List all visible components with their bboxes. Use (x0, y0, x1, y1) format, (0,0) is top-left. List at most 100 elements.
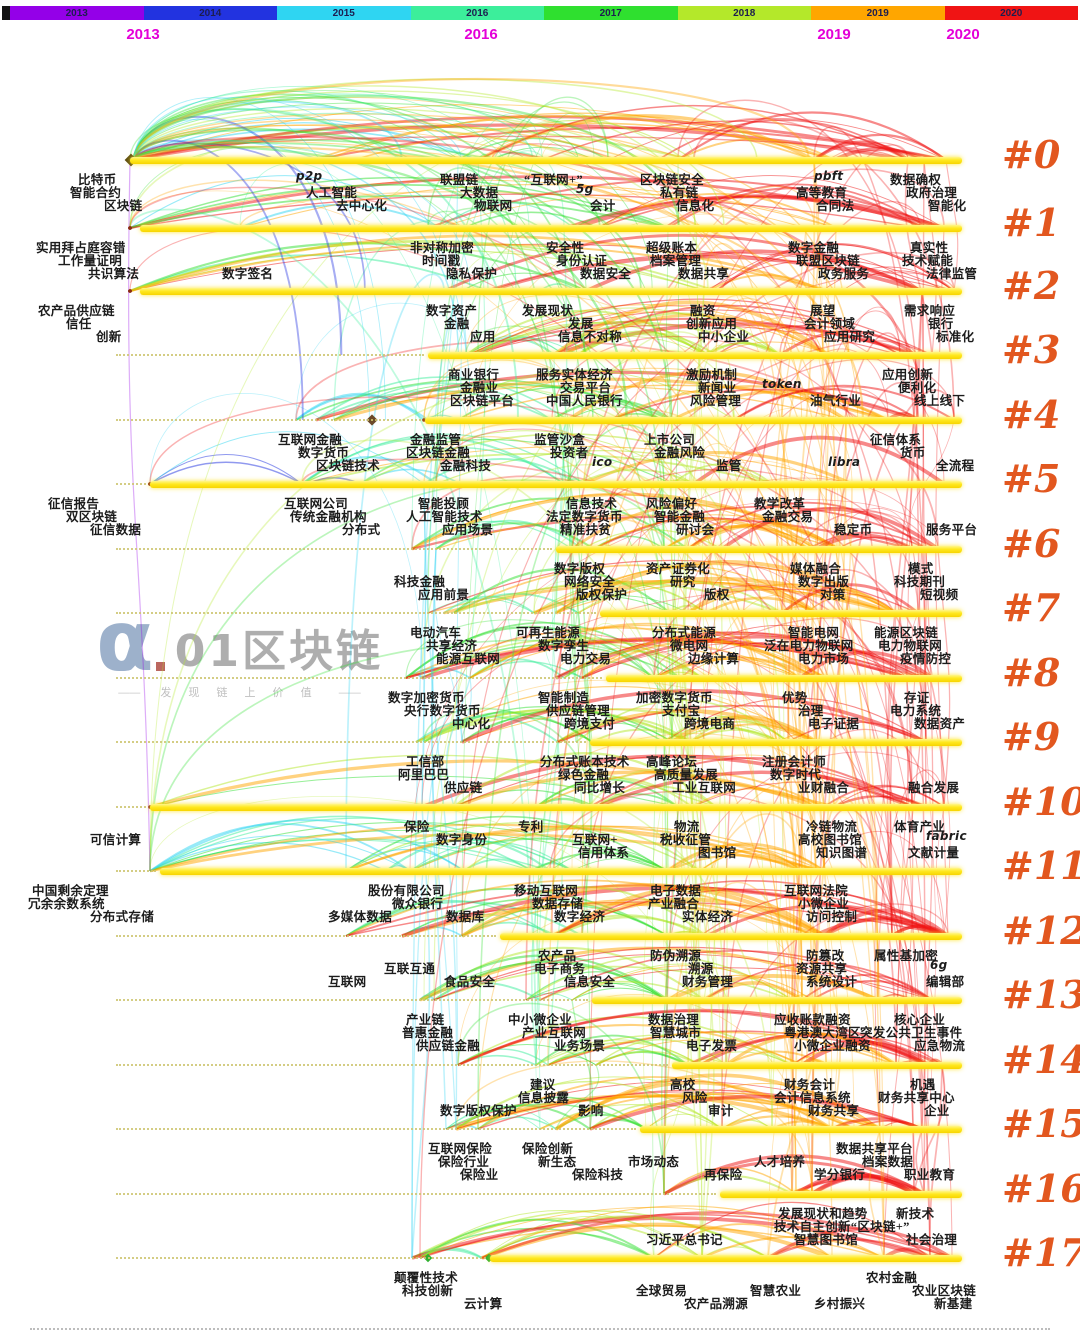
keyword-label: 全球贸易 (636, 1284, 688, 1298)
link-arc (239, 190, 843, 292)
link-arc (687, 501, 927, 550)
link-arc (667, 187, 921, 229)
keyword-label: 电力物联网 (878, 639, 943, 653)
link-arc (149, 114, 695, 872)
link-arc (132, 97, 472, 421)
keyword-label: 职业教育 (904, 1168, 956, 1182)
keyword-label: 超级账本 (646, 241, 698, 255)
link-arc (533, 506, 723, 614)
link-arc (798, 677, 817, 872)
link-arc (132, 113, 828, 292)
link-arc (435, 428, 931, 1259)
keyword-label: 时间戳 (422, 254, 461, 268)
link-arc (669, 419, 701, 872)
keyword-label: 创新应用 (686, 317, 738, 331)
cluster-label-16: #16 (1002, 1166, 1080, 1211)
keyword-label: 粤港澳大湾区 (784, 1026, 861, 1040)
link-arc (435, 522, 595, 550)
keyword-label: 新技术 (896, 1207, 935, 1221)
keyword-label: 数据资产 (914, 717, 966, 731)
keyword-label: 产业互联网 (522, 1026, 587, 1040)
keyword-label: 会计 (590, 199, 616, 213)
cluster-label-10: #10 (1002, 779, 1080, 824)
keyword-label: 信息披露 (518, 1091, 570, 1105)
link-arc (911, 612, 933, 679)
link-arc (715, 297, 879, 1001)
link-arc (549, 848, 667, 872)
timeline-bar-#15 (640, 1126, 962, 1133)
keyword-label: 工信部 (406, 755, 445, 769)
link-arc (423, 359, 793, 1001)
link-arc (837, 536, 913, 550)
timeline-dashed-#7 (116, 612, 596, 614)
keyword-label: ico (592, 455, 613, 469)
link-arc (581, 185, 815, 937)
link-arc (419, 954, 669, 1001)
link-arc (577, 333, 709, 356)
keyword-label: 保险创新 (522, 1142, 574, 1156)
link-arc (813, 133, 947, 161)
keyword-node-dot (128, 289, 132, 293)
timeline-bar-#8 (606, 675, 962, 682)
keyword-label: 实用拜占庭容错 (36, 241, 126, 255)
keyword-label: 再保险 (704, 1168, 743, 1182)
keyword-label: 区块链安全 (640, 173, 705, 187)
keyword-label: 法律监管 (926, 267, 978, 281)
keyword-label: 市场动态 (628, 1155, 680, 1169)
link-arc (779, 483, 795, 1066)
keyword-label: 数字加密货币 (388, 691, 465, 705)
link-arc (577, 312, 781, 356)
link-arc (883, 806, 914, 1259)
keyword-label: 核心企业 (894, 1013, 946, 1027)
link-arc (583, 409, 881, 1130)
keyword-label: 版权 (704, 588, 730, 602)
keyword-label: 应用研究 (824, 330, 876, 344)
keyword-label: 新闻业 (698, 381, 737, 395)
link-arc (552, 300, 830, 357)
link-arc (721, 903, 949, 1130)
year-segment-2015: 2015 (277, 6, 411, 20)
keyword-label: 优势 (782, 691, 808, 705)
year-segment-2016: 2016 (410, 6, 544, 20)
timeline-bar-#4 (425, 417, 962, 424)
keyword-label: 实体经济 (682, 910, 734, 924)
timeline-dashed-#9 (116, 741, 586, 743)
keyword-label: 技术赋能 (902, 254, 954, 268)
link-arc (411, 112, 543, 550)
link-arc (815, 332, 901, 808)
keyword-label: 编辑部 (926, 975, 965, 989)
keyword-label: 电力市场 (798, 652, 850, 666)
keyword-label: 财务会计 (784, 1078, 836, 1092)
link-arc (923, 159, 937, 356)
link-arc (779, 483, 810, 550)
link-arc (487, 254, 923, 293)
link-arc (461, 708, 673, 743)
keyword-label: 电子发票 (686, 1039, 738, 1053)
link-arc (791, 1047, 897, 1066)
keyword-label: 数据存储 (532, 897, 584, 911)
keyword-label: 央行数字货币 (404, 704, 481, 718)
keyword-label: 发展 (568, 317, 594, 331)
link-arc (581, 529, 723, 550)
link-arc (421, 643, 681, 679)
link-arc (691, 787, 817, 808)
link-arc (132, 127, 594, 421)
link-arc (423, 159, 459, 743)
link-arc (877, 769, 945, 1001)
keyword-label: 体育产业 (894, 820, 946, 834)
link-arc (547, 1031, 897, 1066)
keyword-label: 保险行业 (438, 1155, 490, 1169)
keyword-label: 信用体系 (578, 846, 630, 860)
keyword-label: token (762, 377, 802, 391)
link-arc (581, 635, 933, 680)
keyword-label: 5g (576, 182, 594, 196)
link-arc (917, 612, 951, 937)
timeline-bar-#14 (672, 1062, 962, 1069)
link-arc (581, 617, 933, 937)
keyword-label: 企业 (924, 1104, 950, 1118)
keyword-label: 产业融合 (648, 897, 700, 911)
keyword-label: 信任 (66, 317, 92, 331)
keyword-label: 能源区块链 (874, 626, 939, 640)
keyword-label: 冷链物流 (806, 820, 858, 834)
keyword-label: 需求响应 (904, 304, 956, 318)
